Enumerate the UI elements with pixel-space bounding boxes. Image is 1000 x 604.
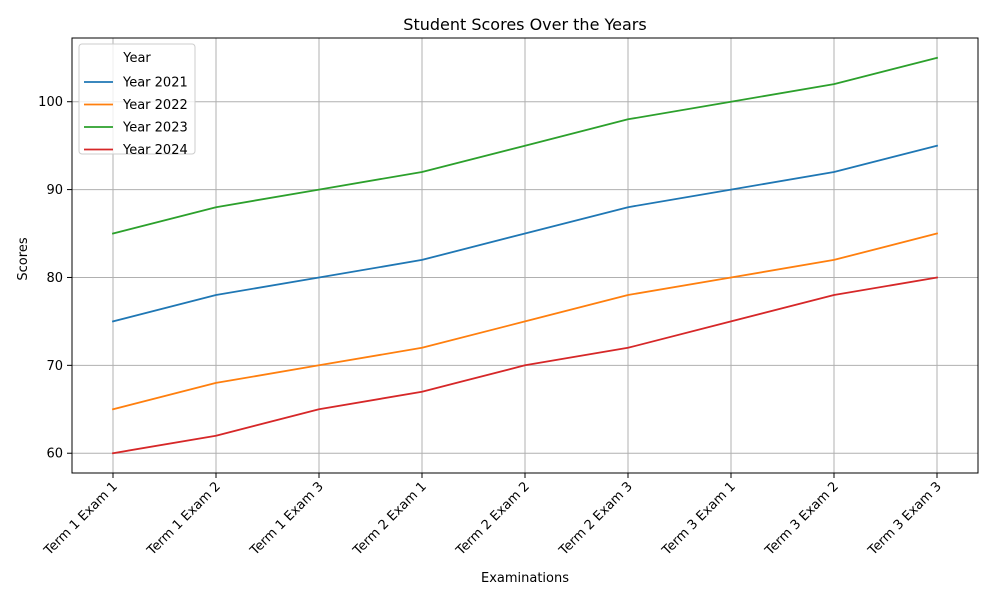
legend-entry-label: Year 2022 [122, 98, 188, 113]
y-tick-label: 100 [38, 95, 63, 110]
x-tick-label: Term 3 Exam 2 [762, 479, 842, 559]
series-lines [111, 56, 939, 455]
x-axis-label: Examinations [481, 571, 569, 586]
chart-title: Student Scores Over the Years [403, 15, 646, 34]
x-tick-label: Term 1 Exam 3 [247, 479, 327, 559]
x-tick-label: Term 2 Exam 1 [350, 479, 430, 559]
y-tick-label: 80 [46, 271, 63, 286]
legend: Year Year 2021 Year 2022 Year 2023 Year 202… [78, 43, 196, 158]
x-tick-label: Term 2 Exam 2 [453, 479, 533, 559]
legend-entry-label: Year 2024 [122, 143, 188, 158]
y-tick-label: 90 [46, 183, 63, 198]
y-tick-label: 70 [46, 359, 63, 374]
series-line-year-2023 [111, 56, 939, 235]
x-tick-label: Term 2 Exam 3 [556, 479, 636, 559]
x-tick-label: Term 3 Exam 3 [865, 479, 945, 559]
y-axis-label: Scores [16, 237, 31, 280]
y-tick-label: 60 [46, 447, 63, 462]
x-axis-ticks: Term 1 Exam 1 Term 1 Exam 2 Term 1 Exam 3 T… [41, 473, 945, 559]
x-tick-label: Term 1 Exam 1 [41, 479, 121, 559]
grid-lines [72, 38, 978, 473]
legend-entry-label: Year 2021 [122, 76, 188, 91]
series-line-year-2024 [111, 276, 939, 455]
legend-entry-label: Year 2023 [122, 121, 188, 136]
x-tick-label: Term 1 Exam 2 [144, 479, 224, 559]
series-line-year-2021 [111, 144, 939, 323]
series-line-year-2022 [111, 232, 939, 411]
x-tick-label: Term 3 Exam 1 [659, 479, 739, 559]
legend-title: Year [122, 51, 151, 66]
y-axis-ticks: 60 70 80 90 100 [38, 95, 72, 462]
